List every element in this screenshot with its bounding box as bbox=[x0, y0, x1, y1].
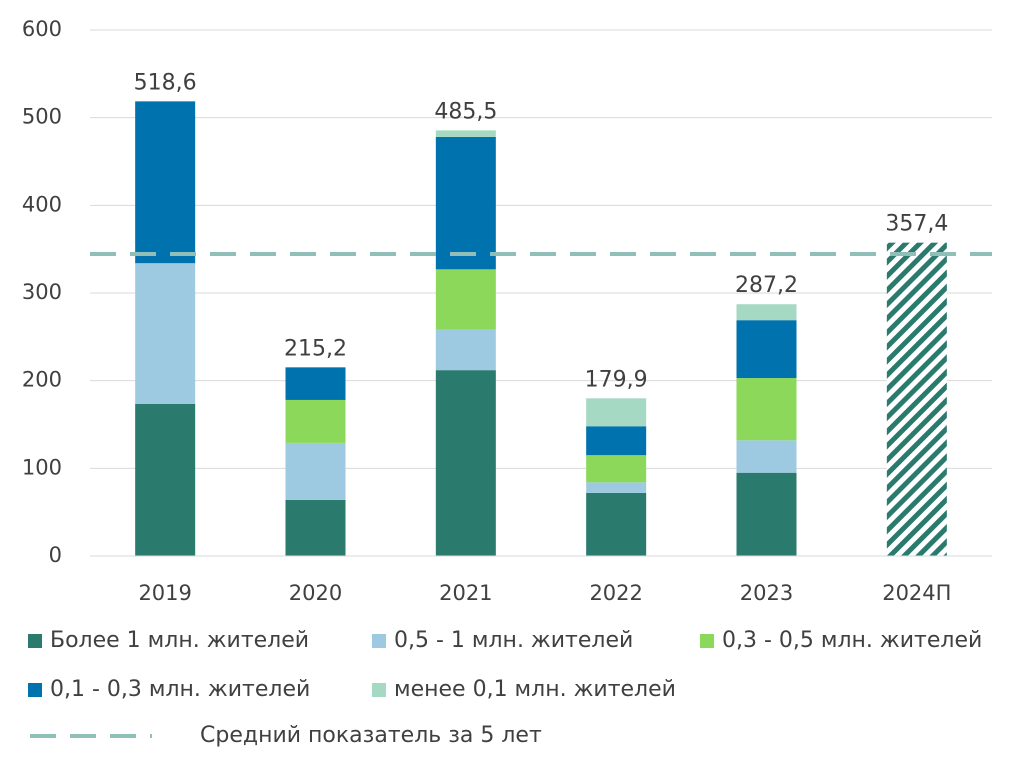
total-label: 485,5 bbox=[434, 99, 497, 124]
legend-swatch bbox=[28, 683, 42, 697]
y-tick-label: 100 bbox=[22, 455, 62, 479]
bar-segment bbox=[435, 269, 496, 330]
legend-swatch bbox=[372, 683, 386, 697]
legend-swatch bbox=[700, 634, 714, 648]
y-tick-label: 600 bbox=[22, 17, 62, 41]
bar-segment bbox=[135, 403, 196, 556]
bar-segment bbox=[586, 455, 647, 483]
bar-segment bbox=[736, 440, 797, 473]
bar-segment bbox=[285, 399, 346, 443]
bar-segment bbox=[736, 320, 797, 379]
legend-label: Средний показатель за 5 лет bbox=[200, 723, 542, 748]
bar-segment bbox=[586, 398, 647, 427]
legend-label: 0,3 - 0,5 млн. жителей bbox=[722, 628, 982, 653]
total-label: 215,2 bbox=[284, 336, 347, 361]
bar-segment bbox=[736, 304, 797, 321]
bar-segment bbox=[586, 482, 647, 493]
legend-swatch bbox=[372, 634, 386, 648]
bar-segment bbox=[135, 263, 196, 404]
total-label: 287,2 bbox=[735, 273, 798, 298]
x-tick-label: 2022 bbox=[589, 581, 642, 605]
y-tick-label: 0 bbox=[49, 543, 62, 567]
bar-segment bbox=[285, 367, 346, 400]
legend-label: 0,1 - 0,3 млн. жителей bbox=[50, 677, 310, 702]
x-tick-label: 2019 bbox=[138, 581, 191, 605]
total-label: 357,4 bbox=[885, 212, 948, 237]
y-tick-label: 400 bbox=[22, 192, 62, 216]
y-tick-label: 300 bbox=[22, 280, 62, 304]
total-label: 179,9 bbox=[585, 367, 648, 392]
y-tick-label: 200 bbox=[22, 368, 62, 392]
bar-segment bbox=[435, 370, 496, 556]
total-label: 518,6 bbox=[134, 70, 197, 95]
bar-segment bbox=[435, 136, 496, 270]
x-tick-label: 2023 bbox=[740, 581, 793, 605]
x-tick-label: 2021 bbox=[439, 581, 492, 605]
bar-segment bbox=[736, 472, 797, 556]
x-tick-label: 2024П bbox=[882, 581, 951, 605]
x-tick-label: 2020 bbox=[289, 581, 342, 605]
legend-label: Более 1 млн. жителей bbox=[50, 628, 309, 653]
bar-segment bbox=[586, 492, 647, 556]
legend-label: 0,5 - 1 млн. жителей bbox=[394, 628, 633, 653]
bar-segment bbox=[586, 426, 647, 456]
bar-segment bbox=[135, 101, 196, 264]
bar-segment bbox=[435, 130, 496, 137]
bar-segment bbox=[736, 378, 797, 441]
bar-segment bbox=[435, 329, 496, 371]
bar-segment bbox=[285, 499, 346, 556]
bar-segment bbox=[285, 442, 346, 500]
legend-label: менее 0,1 млн. жителей bbox=[394, 677, 676, 702]
forecast-bar bbox=[886, 242, 947, 557]
y-tick-label: 500 bbox=[22, 105, 62, 129]
legend-swatch bbox=[28, 634, 42, 648]
